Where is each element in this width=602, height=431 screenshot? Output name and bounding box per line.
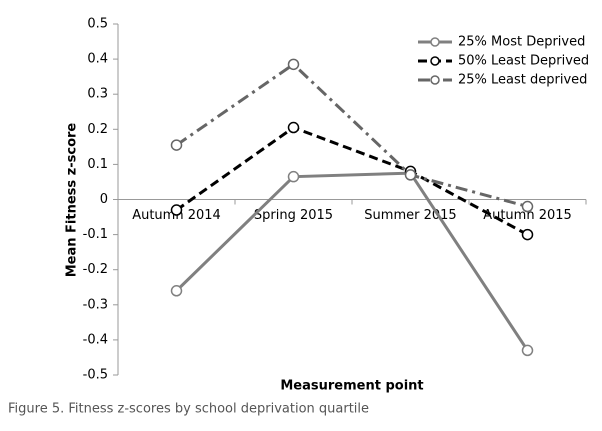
y-tick-label: -0.1 <box>83 227 108 242</box>
x-tick-label: Summer 2015 <box>364 208 456 223</box>
legend-label: 25% Least deprived <box>458 73 587 88</box>
y-tick-label: 0.1 <box>87 157 108 172</box>
legend-label: 50% Least Deprived <box>458 54 589 69</box>
legend-label: 25% Most Deprived <box>458 35 585 50</box>
y-tick-label: -0.4 <box>83 332 108 347</box>
point <box>404 169 417 181</box>
y-tick-label: 0.4 <box>87 52 108 67</box>
y-axis-label: Mean Fitness z-score <box>65 123 80 278</box>
point <box>170 204 183 216</box>
point <box>287 170 300 183</box>
y-tick-label: 0.2 <box>87 122 108 137</box>
y-tick-label: -0.3 <box>83 297 108 312</box>
point <box>521 344 534 357</box>
point <box>170 139 183 151</box>
point <box>287 121 300 134</box>
y-tick-label: 0.3 <box>87 87 108 102</box>
point <box>521 228 534 241</box>
x-tick-label: Autumn 2015 <box>483 208 572 223</box>
y-tick-label: 0.5 <box>87 17 108 32</box>
point <box>287 58 300 71</box>
y-tick-label: 0 <box>100 192 108 207</box>
legend-marker <box>430 37 440 47</box>
y-tick-label: -0.5 <box>83 368 108 383</box>
legend-marker <box>430 56 440 66</box>
legend-marker <box>430 75 440 85</box>
series-line <box>175 125 529 236</box>
y-tick-label: -0.2 <box>83 262 108 277</box>
x-tick-label: Spring 2015 <box>254 208 333 223</box>
series-line <box>175 171 529 352</box>
point <box>521 200 534 213</box>
point <box>170 285 183 297</box>
x-axis-label: Measurement point <box>280 379 423 394</box>
caption: Figure 5. Fitness z-scores by school dep… <box>8 402 369 417</box>
